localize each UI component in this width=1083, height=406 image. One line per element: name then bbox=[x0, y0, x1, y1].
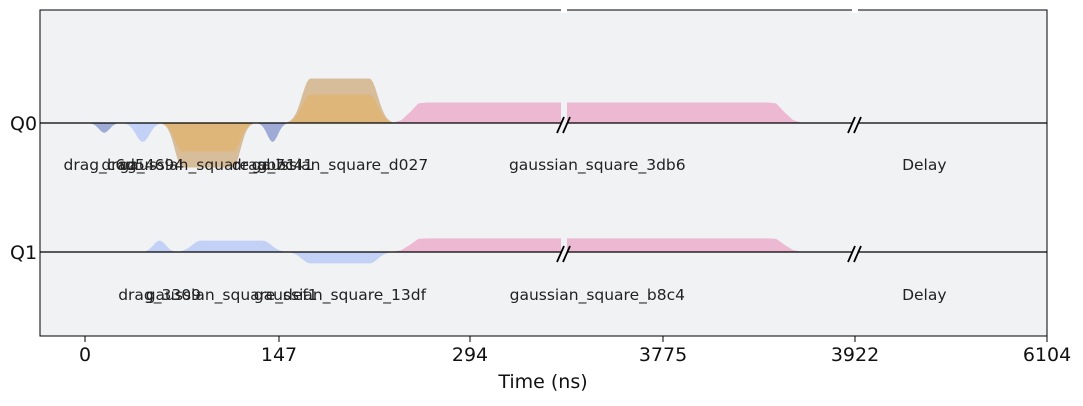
time-break-cut-q1-0 bbox=[561, 220, 567, 284]
time-break-gap-0 bbox=[561, 5, 567, 13]
x-tick-label-1: 147 bbox=[261, 344, 297, 366]
pulse-q0-0 bbox=[85, 123, 124, 133]
pulse-labels-layer: drag_c6d5drag_4694gaussian_square_abb1dr… bbox=[64, 156, 947, 305]
x-axis: 0 147 294 3775 3922 6104 bbox=[79, 336, 1071, 366]
time-break-cut-q0-0 bbox=[561, 91, 567, 155]
pulse-label-q0-8: Delay bbox=[902, 156, 946, 174]
time-break-slash-q1-0-1 bbox=[562, 245, 571, 263]
pulse-label-q0-2: gaussian_square_abb1 bbox=[120, 156, 296, 175]
pulse-label-q0-7: gaussian_square_3db6 bbox=[509, 156, 686, 175]
time-break-cut-q0-1 bbox=[852, 91, 858, 155]
time-break-slash-q1-1-0 bbox=[847, 245, 856, 263]
pulse-label-q1-13: Delay bbox=[902, 286, 946, 304]
pulse-q1-10 bbox=[176, 240, 288, 252]
time-break-slash-q0-0-0 bbox=[556, 116, 565, 134]
pulse-label-q1-12: gaussian_square_b8c4 bbox=[510, 286, 685, 305]
x-tick-label-5: 6104 bbox=[1023, 344, 1071, 366]
time-break-slash-q0-1-0 bbox=[847, 116, 856, 134]
pulse-q0-1 bbox=[118, 123, 167, 142]
time-break-gap-1 bbox=[852, 5, 858, 13]
pulses-layer bbox=[85, 78, 802, 264]
x-tick-label-2: 294 bbox=[452, 344, 488, 366]
pulse-q1-9 bbox=[137, 240, 182, 252]
pulse-q0-7 bbox=[392, 102, 802, 123]
x-tick-label-0: 0 bbox=[79, 344, 91, 366]
x-tick-label-3: 3775 bbox=[639, 344, 687, 366]
time-break-slash-q0-1-1 bbox=[853, 116, 862, 134]
time-breaks-layer bbox=[556, 5, 862, 284]
pulse-label-q1-9: drag_3309 bbox=[118, 286, 201, 305]
pulse-label-q0-4: drag_7c41 bbox=[232, 156, 313, 175]
pulse-label-q0-5: gaussian_square_d027 bbox=[252, 156, 429, 175]
pulse-label-q0-0: drag_c6d5 bbox=[64, 156, 145, 175]
pulse-q1-11 bbox=[287, 252, 393, 264]
time-break-slash-q1-0-0 bbox=[556, 245, 565, 263]
pulse-label-q1-11: gaussian_square_13df bbox=[254, 286, 427, 305]
channel-label-q0: Q0 bbox=[10, 113, 37, 135]
pulse-q0-3 bbox=[161, 123, 254, 152]
pulse-q0-4 bbox=[253, 123, 292, 142]
time-break-cut-q1-1 bbox=[852, 220, 858, 284]
plot-area bbox=[39, 9, 1048, 337]
channel-label-q1: Q1 bbox=[10, 242, 37, 264]
time-break-slash-q0-0-1 bbox=[562, 116, 571, 134]
pulse-label-q0-1: drag_4694 bbox=[101, 156, 184, 175]
pulse-q0-6 bbox=[287, 94, 393, 123]
x-tick-label-4: 3922 bbox=[831, 344, 879, 366]
baselines-layer bbox=[40, 122, 1047, 253]
time-break-slash-q1-1-1 bbox=[853, 245, 862, 263]
x-axis-title: Time (ns) bbox=[497, 371, 587, 393]
pulse-q1-12 bbox=[392, 238, 802, 252]
pulse-label-q1-10: gaussian_square_def1 bbox=[146, 286, 318, 305]
